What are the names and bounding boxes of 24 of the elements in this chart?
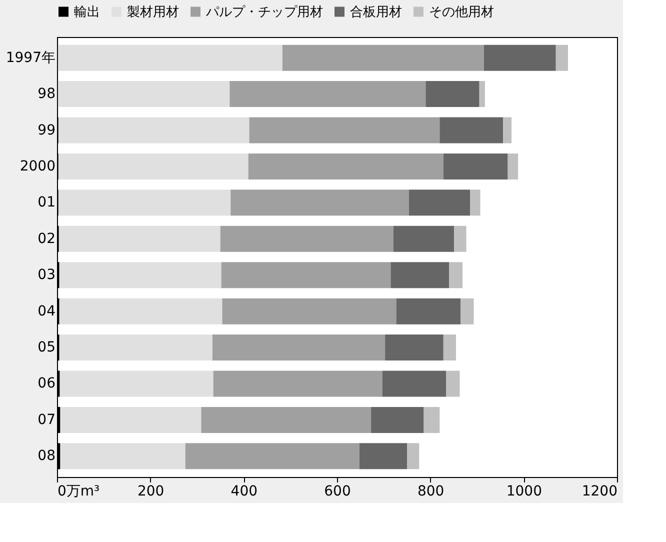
x-tick-label: 600 [324,484,351,500]
y-tick-label: 1997年 [6,50,56,66]
x-tick-label: 1200 [582,484,618,500]
legend-label: 合板用材 [350,4,402,20]
y-tick-label: 02 [38,230,56,247]
y-tick-label: 04 [38,303,56,320]
legend-label: 輸出 [74,4,100,20]
y-tick-label: 08 [38,448,56,464]
x-tick-label: 800 [417,484,444,500]
x-tick-label: 400 [230,484,258,500]
y-tick-label: 01 [38,194,56,211]
y-tick-label: 06 [38,376,56,392]
x-tick-label: 200 [137,484,164,500]
y-tick-label: 2000 [20,158,56,174]
x-tick-label: 0万m³ [58,484,100,500]
legend-label: 製材用材 [127,4,179,20]
x-tick-label: 1000 [506,484,542,500]
y-tick-label: 03 [38,267,56,284]
y-tick-label: 07 [38,412,56,428]
y-tick-label: 05 [38,340,56,356]
y-tick-label: 99 [38,122,56,138]
legend-label: パルプ・チップ用材 [205,4,323,20]
y-tick-label: 98 [38,86,56,102]
legend-label: その他用材 [429,4,494,20]
